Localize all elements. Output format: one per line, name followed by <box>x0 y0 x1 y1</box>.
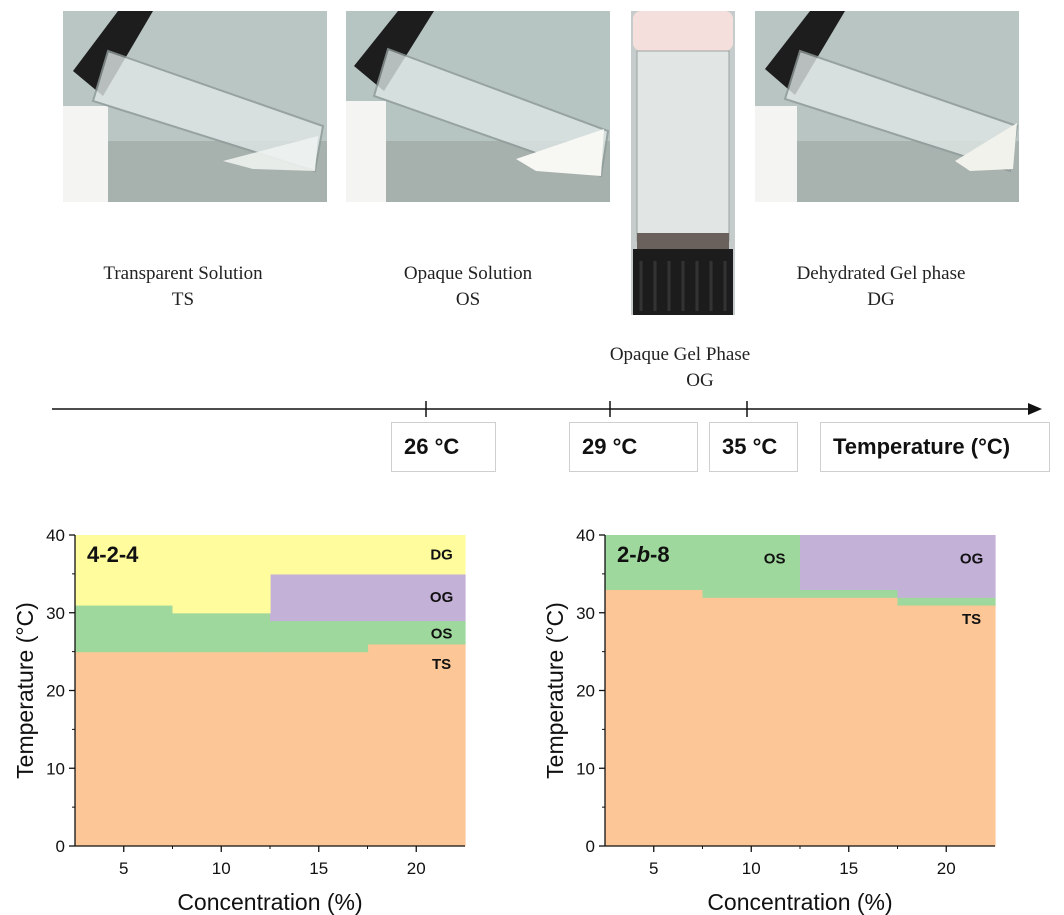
vial-photo-ts <box>63 11 327 202</box>
region-os-segment-2 <box>270 620 369 653</box>
caption-og-abbr: OG <box>686 370 714 391</box>
caption-ts-name: Transparent Solution <box>103 263 263 284</box>
caption-ts-abbr: TS <box>171 289 195 310</box>
caption-og: Opaque Gel Phase OG <box>580 342 780 394</box>
region-og-segment-0 <box>800 535 899 591</box>
caption-dg: Dehydrated Gel phase DG <box>761 261 1001 313</box>
x-tick-label-20: 20 <box>937 859 956 878</box>
region-ts-segment-1 <box>367 643 466 847</box>
vial-photo-os <box>346 11 610 202</box>
region-label-og: OG <box>960 550 983 567</box>
x-axis-label: Concentration (%) <box>707 889 892 915</box>
vial-photo-og <box>631 11 735 315</box>
y-tick-label-20: 20 <box>576 682 595 701</box>
region-label-os: OS <box>431 626 453 643</box>
chart-title: 2-b-8 <box>617 542 670 567</box>
tick-label-35: 35 °C <box>709 422 798 472</box>
x-tick-label-10: 10 <box>212 859 231 878</box>
y-tick-label-40: 40 <box>46 526 65 545</box>
y-axis-label: Temperature (°C) <box>12 602 38 779</box>
timeline-axis-label: Temperature (°C) <box>820 422 1050 472</box>
region-label-og: OG <box>430 589 453 606</box>
region-label-ts: TS <box>432 656 451 673</box>
tick-label-29: 29 °C <box>569 422 698 472</box>
y-tick-label-30: 30 <box>576 604 595 623</box>
region-os-segment-3 <box>367 620 466 645</box>
region-dg-segment-0 <box>75 535 174 606</box>
region-os-segment-1 <box>172 612 271 653</box>
x-tick-label-20: 20 <box>407 859 426 878</box>
region-og-segment-0 <box>270 573 466 622</box>
x-tick-label-5: 5 <box>649 859 658 878</box>
caption-dg-name: Dehydrated Gel phase <box>796 263 966 284</box>
region-dg-segment-2 <box>270 535 466 575</box>
chart-title: 4-2-4 <box>87 542 139 567</box>
region-label-ts: TS <box>962 611 981 628</box>
y-tick-label-40: 40 <box>576 526 595 545</box>
x-tick-label-10: 10 <box>742 859 761 878</box>
region-label-os: OS <box>764 550 786 567</box>
x-tick-label-15: 15 <box>309 859 328 878</box>
region-label-dg: DG <box>430 546 453 563</box>
region-os-segment-0 <box>75 604 174 653</box>
caption-os: Opaque Solution OS <box>346 261 590 313</box>
region-ts-segment-2 <box>897 604 996 847</box>
temperature-timeline-axis <box>52 401 1042 417</box>
region-os-segment-3 <box>897 597 996 606</box>
arrowhead-icon <box>1028 403 1042 415</box>
tick-label-26: 26 °C <box>391 422 496 472</box>
vial-photo-dg <box>755 11 1019 202</box>
region-os-segment-1 <box>702 535 801 598</box>
region-og-segment-1 <box>897 535 996 598</box>
phase-diagram-2-b-8: 0 10 20 30 40 5 10 15 20 Concentration (%) Tempera… <box>542 526 996 915</box>
y-tick-label-20: 20 <box>46 682 65 701</box>
caption-os-abbr: OS <box>455 289 481 310</box>
x-tick-label-15: 15 <box>839 859 858 878</box>
region-ts-segment-0 <box>75 651 369 847</box>
region-ts-segment-0 <box>605 589 704 847</box>
x-axis-label: Concentration (%) <box>177 889 362 915</box>
phase-diagram-4-2-4: 0 10 20 30 40 5 10 15 20 Concentration (%) Tempera… <box>12 526 466 915</box>
y-tick-label-10: 10 <box>46 759 65 778</box>
y-axis-label: Temperature (°C) <box>542 602 568 779</box>
caption-og-name: Opaque Gel Phase <box>609 344 751 365</box>
y-tick-label-30: 30 <box>46 604 65 623</box>
caption-ts: Transparent Solution TS <box>63 261 303 313</box>
y-tick-label-0: 0 <box>56 837 65 856</box>
region-os-segment-0 <box>605 535 704 591</box>
caption-os-name: Opaque Solution <box>403 263 533 284</box>
region-ts-segment-1 <box>702 597 899 847</box>
caption-dg-abbr: DG <box>867 289 895 310</box>
region-dg-segment-1 <box>172 535 271 614</box>
y-tick-label-10: 10 <box>576 759 595 778</box>
x-tick-label-5: 5 <box>119 859 128 878</box>
y-tick-label-0: 0 <box>586 837 595 856</box>
region-os-segment-2 <box>800 589 899 598</box>
